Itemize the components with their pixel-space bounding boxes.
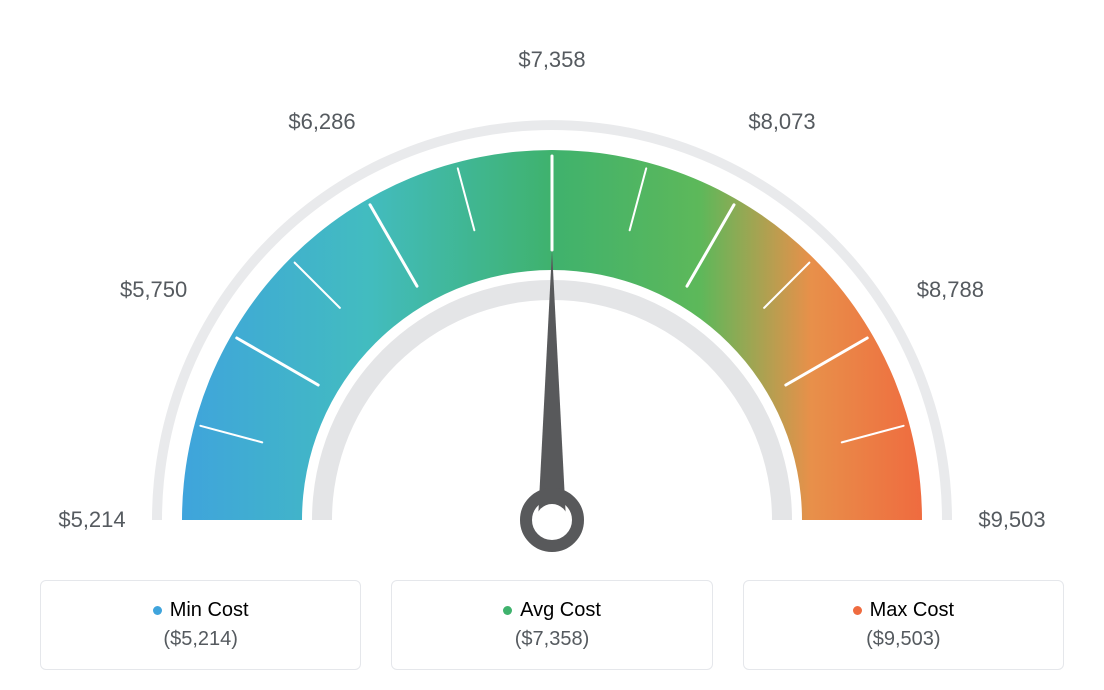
legend-title-max: Max Cost: [853, 599, 954, 622]
gauge-tick-label: $7,358: [518, 47, 585, 73]
dot-icon: [153, 606, 162, 615]
legend-value-avg: ($7,358): [515, 628, 590, 651]
gauge-tick-label: $5,214: [58, 507, 125, 533]
legend-card-avg: Avg Cost ($7,358): [391, 580, 712, 670]
legend-title-text: Max Cost: [870, 599, 954, 622]
dot-icon: [503, 606, 512, 615]
gauge-tick-label: $6,286: [288, 109, 355, 135]
legend-title-avg: Avg Cost: [503, 599, 601, 622]
gauge-area: $5,214 $5,750 $6,286 $7,358 $8,073 $8,788 $9,5…: [0, 0, 1104, 560]
cost-gauge-widget: $5,214 $5,750 $6,286 $7,358 $8,073 $8,788 $9,5…: [0, 0, 1104, 690]
legend-value-min: ($5,214): [163, 628, 238, 651]
gauge-tick-label: $8,073: [748, 109, 815, 135]
gauge-tick-label: $9,503: [978, 507, 1045, 533]
legend-value-max: ($9,503): [866, 628, 941, 651]
dot-icon: [853, 606, 862, 615]
gauge-tick-label: $5,750: [120, 277, 187, 303]
legend-card-min: Min Cost ($5,214): [40, 580, 361, 670]
legend-title-min: Min Cost: [153, 599, 249, 622]
legend-title-text: Avg Cost: [520, 599, 601, 622]
gauge-tick-label: $8,788: [917, 277, 984, 303]
legend-row: Min Cost ($5,214) Avg Cost ($7,358) Max …: [0, 580, 1104, 690]
legend-card-max: Max Cost ($9,503): [743, 580, 1064, 670]
legend-title-text: Min Cost: [170, 599, 249, 622]
